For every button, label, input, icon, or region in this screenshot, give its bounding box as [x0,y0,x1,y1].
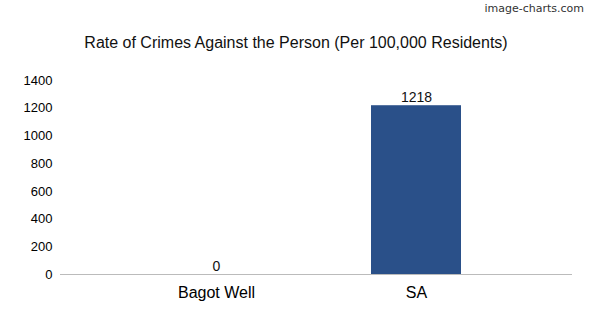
svg-text:0: 0 [213,258,221,274]
svg-text:800: 800 [31,156,53,171]
svg-text:1400: 1400 [24,73,53,88]
svg-text:200: 200 [31,239,53,254]
html-text:image-charts.com: image-charts.com [484,2,584,15]
svg-text:Bagot Well: Bagot Well [178,284,255,301]
svg-text:400: 400 [31,211,53,226]
svg-text:1200: 1200 [24,100,53,115]
svg-text:SA: SA [406,284,428,301]
svg-text:1218: 1218 [401,89,432,105]
svg-text:600: 600 [31,184,53,199]
svg-text:0: 0 [45,267,52,282]
svg-text:1000: 1000 [24,128,53,143]
html-text:Rate of Crimes Against the Per: Rate of Crimes Against the Person (Per 1… [84,34,508,51]
